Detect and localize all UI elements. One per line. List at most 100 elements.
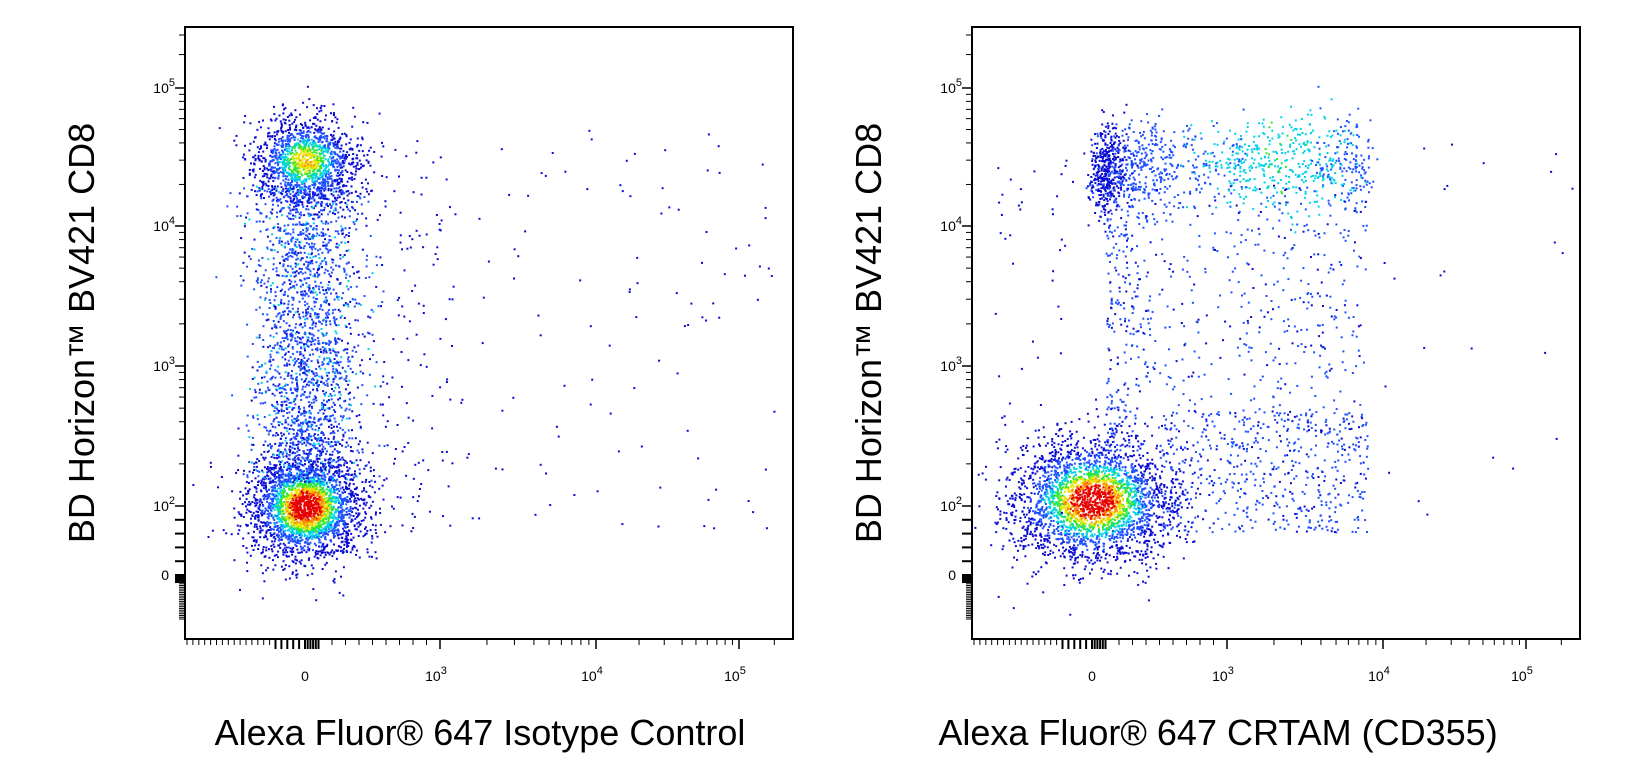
event-dot xyxy=(337,361,340,364)
event-dot xyxy=(321,492,324,495)
event-dot xyxy=(281,491,284,494)
event-dot xyxy=(289,473,292,476)
event-dot xyxy=(293,496,296,499)
event-dot xyxy=(267,510,269,512)
event-dot xyxy=(295,151,298,154)
event-dot xyxy=(319,172,322,174)
event-dot xyxy=(308,243,310,246)
event-dot xyxy=(335,121,338,124)
event-dot xyxy=(343,216,346,219)
event-dot xyxy=(295,126,297,128)
event-dot xyxy=(253,539,256,542)
event-dot xyxy=(284,159,287,162)
event-dot xyxy=(261,185,264,188)
event-dot xyxy=(346,513,349,516)
event-dot xyxy=(318,533,321,536)
event-dot xyxy=(305,444,308,447)
event-dot xyxy=(303,535,306,537)
event-dot xyxy=(311,526,314,529)
event-dot xyxy=(310,290,313,293)
event-dot xyxy=(302,229,305,232)
event-dot xyxy=(331,312,334,315)
event-dot xyxy=(339,172,342,175)
event-dot xyxy=(346,541,349,544)
event-dot xyxy=(294,241,297,243)
event-dot xyxy=(305,179,308,182)
event-dot xyxy=(298,529,301,532)
event-dot xyxy=(268,161,271,164)
event-dot xyxy=(250,517,252,520)
event-dot xyxy=(288,488,291,491)
event-dot xyxy=(271,192,274,195)
event-dot xyxy=(324,197,327,200)
event-dot xyxy=(301,522,304,525)
event-dot xyxy=(353,305,356,308)
event-dot xyxy=(323,182,326,185)
event-dot xyxy=(268,177,271,180)
event-dot xyxy=(313,166,316,169)
event-dot xyxy=(371,333,374,336)
event-dot xyxy=(217,486,219,489)
event-dot xyxy=(312,340,315,342)
event-dot xyxy=(245,511,248,514)
event-dot xyxy=(324,158,327,161)
event-dot xyxy=(307,527,310,530)
event-dot xyxy=(250,448,253,451)
event-dot xyxy=(316,439,318,442)
event-dot xyxy=(265,546,268,549)
event-dot xyxy=(281,103,284,106)
event-dot xyxy=(322,542,325,545)
event-dot xyxy=(320,375,323,378)
event-dot xyxy=(285,322,288,325)
event-dot xyxy=(290,492,293,494)
event-dot xyxy=(276,200,279,203)
event-dot xyxy=(329,466,332,469)
event-dot xyxy=(298,449,301,452)
event-dot xyxy=(266,520,269,523)
event-dot xyxy=(268,164,270,167)
event-dot xyxy=(328,530,330,533)
event-dot xyxy=(270,534,272,536)
event-dot xyxy=(301,186,304,189)
event-dot xyxy=(323,209,325,211)
event-dot xyxy=(273,394,276,397)
event-dot xyxy=(315,368,318,370)
event-dot xyxy=(296,480,299,483)
event-dot xyxy=(267,433,270,436)
event-dot xyxy=(261,175,264,178)
event-dot xyxy=(303,171,306,174)
event-dot xyxy=(320,132,323,135)
event-dot xyxy=(301,223,304,226)
event-dot xyxy=(254,486,257,489)
event-dot xyxy=(289,531,292,533)
event-dot xyxy=(308,98,311,101)
event-dot xyxy=(355,499,358,502)
event-dot xyxy=(330,513,333,516)
event-dot xyxy=(289,182,292,185)
event-dot xyxy=(330,112,332,115)
event-dot xyxy=(310,448,313,450)
event-dot xyxy=(272,159,275,162)
event-dot xyxy=(279,484,282,487)
event-dot xyxy=(356,137,359,140)
event-dot xyxy=(303,518,306,521)
event-dot xyxy=(382,290,385,293)
event-dot xyxy=(294,459,297,462)
event-dot xyxy=(340,178,343,181)
event-dot xyxy=(328,418,331,421)
event-dot xyxy=(308,547,311,550)
event-dot xyxy=(252,536,255,539)
event-dot xyxy=(270,471,273,474)
event-dot xyxy=(251,544,253,547)
event-dot xyxy=(242,494,245,497)
event-dot xyxy=(296,502,299,505)
event-dot xyxy=(287,519,290,522)
event-dot xyxy=(250,188,253,191)
event-dot xyxy=(307,193,310,196)
event-dot xyxy=(346,151,349,154)
event-dot xyxy=(313,500,316,503)
event-dot xyxy=(274,486,277,489)
event-dot xyxy=(343,462,346,465)
event-dot xyxy=(298,485,301,488)
event-dot xyxy=(307,186,310,189)
